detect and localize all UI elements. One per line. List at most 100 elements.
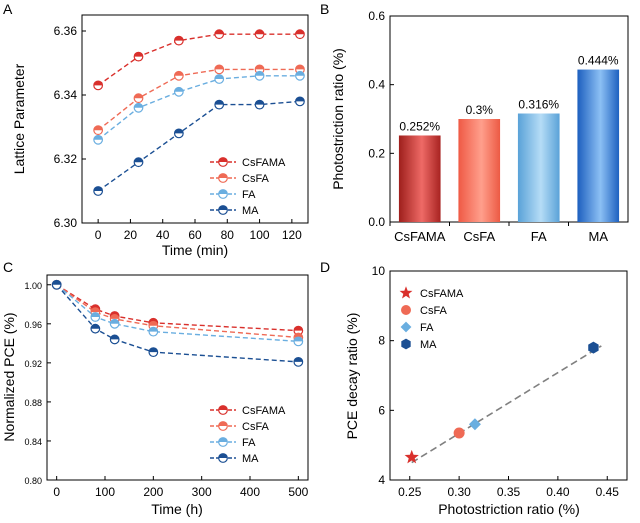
- panel-b-y-tick-label-0-4: 0.4: [368, 78, 385, 92]
- panel-a-x-tick-label-80: 80: [221, 228, 235, 242]
- panel-d-x-ticks: 0.25 0.30 0.35 0.40 0.45: [398, 476, 619, 499]
- panel-c-point-csfama-4-fill: [294, 326, 303, 331]
- panel-a-point-csfama-5-fill: [295, 29, 305, 35]
- panel-d-fit-line: [411, 345, 602, 464]
- panel-d-x-tick-label-0-35: 0.35: [497, 485, 521, 499]
- panel-a-x-label: Time (min): [162, 242, 228, 258]
- panel-a-series-line-csfama: [97, 33, 300, 86]
- panel-c-point-ma-4-fill: [294, 357, 303, 362]
- panel-d-legend-label-csfama: CsFAMA: [420, 288, 464, 300]
- panel-b-x-tick-label-ma: MA: [589, 229, 609, 244]
- panel-d-legend-marker-ma: [401, 338, 411, 350]
- panel-a-point-csfa-4-fill: [255, 65, 264, 70]
- panel-c-legend-label-csfa: CsFA: [242, 421, 270, 433]
- panel-a-y-label: Lattice Parameter: [11, 63, 27, 174]
- panel-d-point-csfa: [453, 427, 465, 439]
- panel-b-bar-ma: [577, 69, 620, 222]
- panel-c-point-csfa-1-fill: [91, 307, 100, 313]
- panel-d-legend: CsFAMA CsFA FA MA: [399, 286, 464, 351]
- panel-a-point-csfa-0-fill: [93, 125, 103, 131]
- panel-c-legend-label-csfama: CsFAMA: [242, 405, 286, 417]
- panel-c-legend: CsFAMA CsFA FA MA: [210, 405, 286, 465]
- panel-a-y-tick-label-6-34: 6.34: [54, 88, 78, 102]
- panel-a-legend-marker-csfa-fill: [218, 173, 228, 178]
- panel-d-x-tick-label-0-45: 0.45: [596, 485, 620, 499]
- panel-a-series-line-ma: [97, 100, 300, 192]
- panel-b-data-label-fa: 0.316%: [518, 98, 559, 112]
- panel-d-x-tick-label-0-25: 0.25: [398, 485, 422, 499]
- panel-c-line-chart: 0 100 200 300 400 500 0.80 0.84 0.88 0.92 0.96 1.0…: [1, 274, 309, 517]
- panel-b-y-tick-label-0-2: 0.2: [368, 146, 385, 160]
- panel-a-frame: [81, 14, 309, 224]
- panel-d-point-fa: [468, 418, 481, 431]
- panel-d-y-tick-label-6: 6: [378, 403, 385, 417]
- panel-c-legend-marker-fa-fill: [218, 437, 228, 442]
- panel-c-y-tick-label-0-8: 0.80: [24, 476, 42, 486]
- panel-b-data-label-ma: 0.444%: [578, 54, 619, 68]
- panel-c-legend-marker-ma-fill: [218, 453, 228, 458]
- panel-a-plot: [93, 29, 305, 196]
- panel-c-y-ticks: 0.80 0.84 0.88 0.92 0.96 1.00: [24, 281, 51, 486]
- panel-c-point-csfa-3-fill: [149, 321, 158, 326]
- panel-a-series-line-fa: [97, 75, 300, 141]
- panel-a-series-line-csfa: [97, 68, 300, 131]
- panel-a-point-ma-2-fill: [174, 129, 184, 134]
- panel-a-x-tick-label-40: 40: [156, 228, 170, 242]
- panel-a-x-tick-label-60: 60: [188, 228, 202, 242]
- panel-label-a: A: [3, 1, 13, 17]
- panel-a-point-fa-4-fill: [255, 71, 264, 76]
- panel-a-point-csfama-3-fill: [214, 29, 224, 35]
- panel-c-x-ticks: 0 100 200 300 400 500: [53, 476, 309, 499]
- panel-d-plot: [404, 341, 602, 464]
- panel-b-bar-csfama: [398, 135, 441, 222]
- panel-c-legend-label-fa: FA: [242, 437, 256, 449]
- panel-a-point-ma-4-fill: [255, 100, 264, 105]
- panel-c-point-ma-3-fill: [149, 347, 158, 353]
- panel-c-plot: [51, 279, 304, 367]
- panel-a-y-tick-label-6-36: 6.36: [54, 24, 78, 38]
- panel-c-point-csfa-4-fill: [294, 333, 303, 338]
- panel-a-point-csfama-0-fill: [93, 81, 103, 86]
- panel-a-y-ticks: 6.30 6.32 6.34 6.36: [54, 24, 86, 230]
- panel-d-legend-marker-csfama: [399, 286, 413, 299]
- panel-c-x-tick-label-500: 500: [288, 485, 308, 499]
- panel-b-x-tick-label-fa: FA: [531, 229, 547, 244]
- panel-b-bar-csfa: [458, 119, 501, 222]
- panel-a-x-ticks: 0 20 40 60 80 100 120: [95, 219, 302, 242]
- panel-d-legend-marker-csfa: [401, 305, 411, 315]
- panel-b-x-tick-label-csfama: CsFAMA: [394, 229, 446, 244]
- panel-label-c: C: [3, 259, 13, 275]
- panel-a-point-csfama-4-fill: [255, 29, 264, 35]
- panel-c-series-line-fa: [56, 284, 299, 343]
- panel-a-point-csfa-2-fill: [174, 71, 184, 76]
- panel-a-point-fa-1-fill: [134, 103, 143, 108]
- panel-c-point-fa-4-fill: [294, 337, 303, 342]
- panel-c-legend-marker-csfama-fill: [218, 405, 228, 410]
- panel-label-b: B: [320, 1, 329, 17]
- panel-a-point-csfama-1-fill: [134, 52, 143, 57]
- panel-c-x-tick-label-400: 400: [240, 485, 260, 499]
- panel-c-x-tick-label-300: 300: [192, 485, 212, 499]
- panel-a-x-tick-label-120: 120: [282, 228, 302, 242]
- panel-a-line-chart: 0 20 40 60 80 100 120 6.30 6.32 6.34 6.36 Time (m…: [11, 14, 309, 258]
- panel-c-x-label: Time (h): [151, 501, 203, 517]
- panel-d-legend-marker-fa: [400, 321, 412, 333]
- panel-a-legend-label-fa: FA: [242, 189, 256, 201]
- panel-b-data-label-csfa: 0.3%: [466, 103, 494, 117]
- panel-d-frame: [389, 270, 628, 481]
- panel-c-y-tick-label-0-84: 0.84: [24, 437, 42, 447]
- panel-a-point-csfama-2-fill: [174, 36, 184, 41]
- panel-b-y-tick-label-0: 0.0: [368, 215, 385, 229]
- panel-a-legend-label-ma: MA: [242, 205, 259, 217]
- panel-a-x-tick-label-100: 100: [250, 228, 270, 242]
- panel-c-point-ma-0-fill: [52, 280, 61, 285]
- panel-c-point-ma-1-fill: [91, 324, 100, 329]
- panel-a-point-ma-5-fill: [295, 97, 305, 102]
- panel-a-point-ma-3-fill: [214, 100, 224, 105]
- panel-a-y-tick-label-6-3: 6.30: [54, 216, 78, 230]
- panel-c-y-tick-label-0-92: 0.92: [24, 359, 42, 369]
- panel-label-d: D: [320, 259, 330, 275]
- panel-a-point-csfa-1-fill: [134, 93, 143, 99]
- panel-c-point-ma-2-fill: [110, 335, 119, 340]
- panel-b-y-label: Photostriction ratio (%): [330, 48, 346, 190]
